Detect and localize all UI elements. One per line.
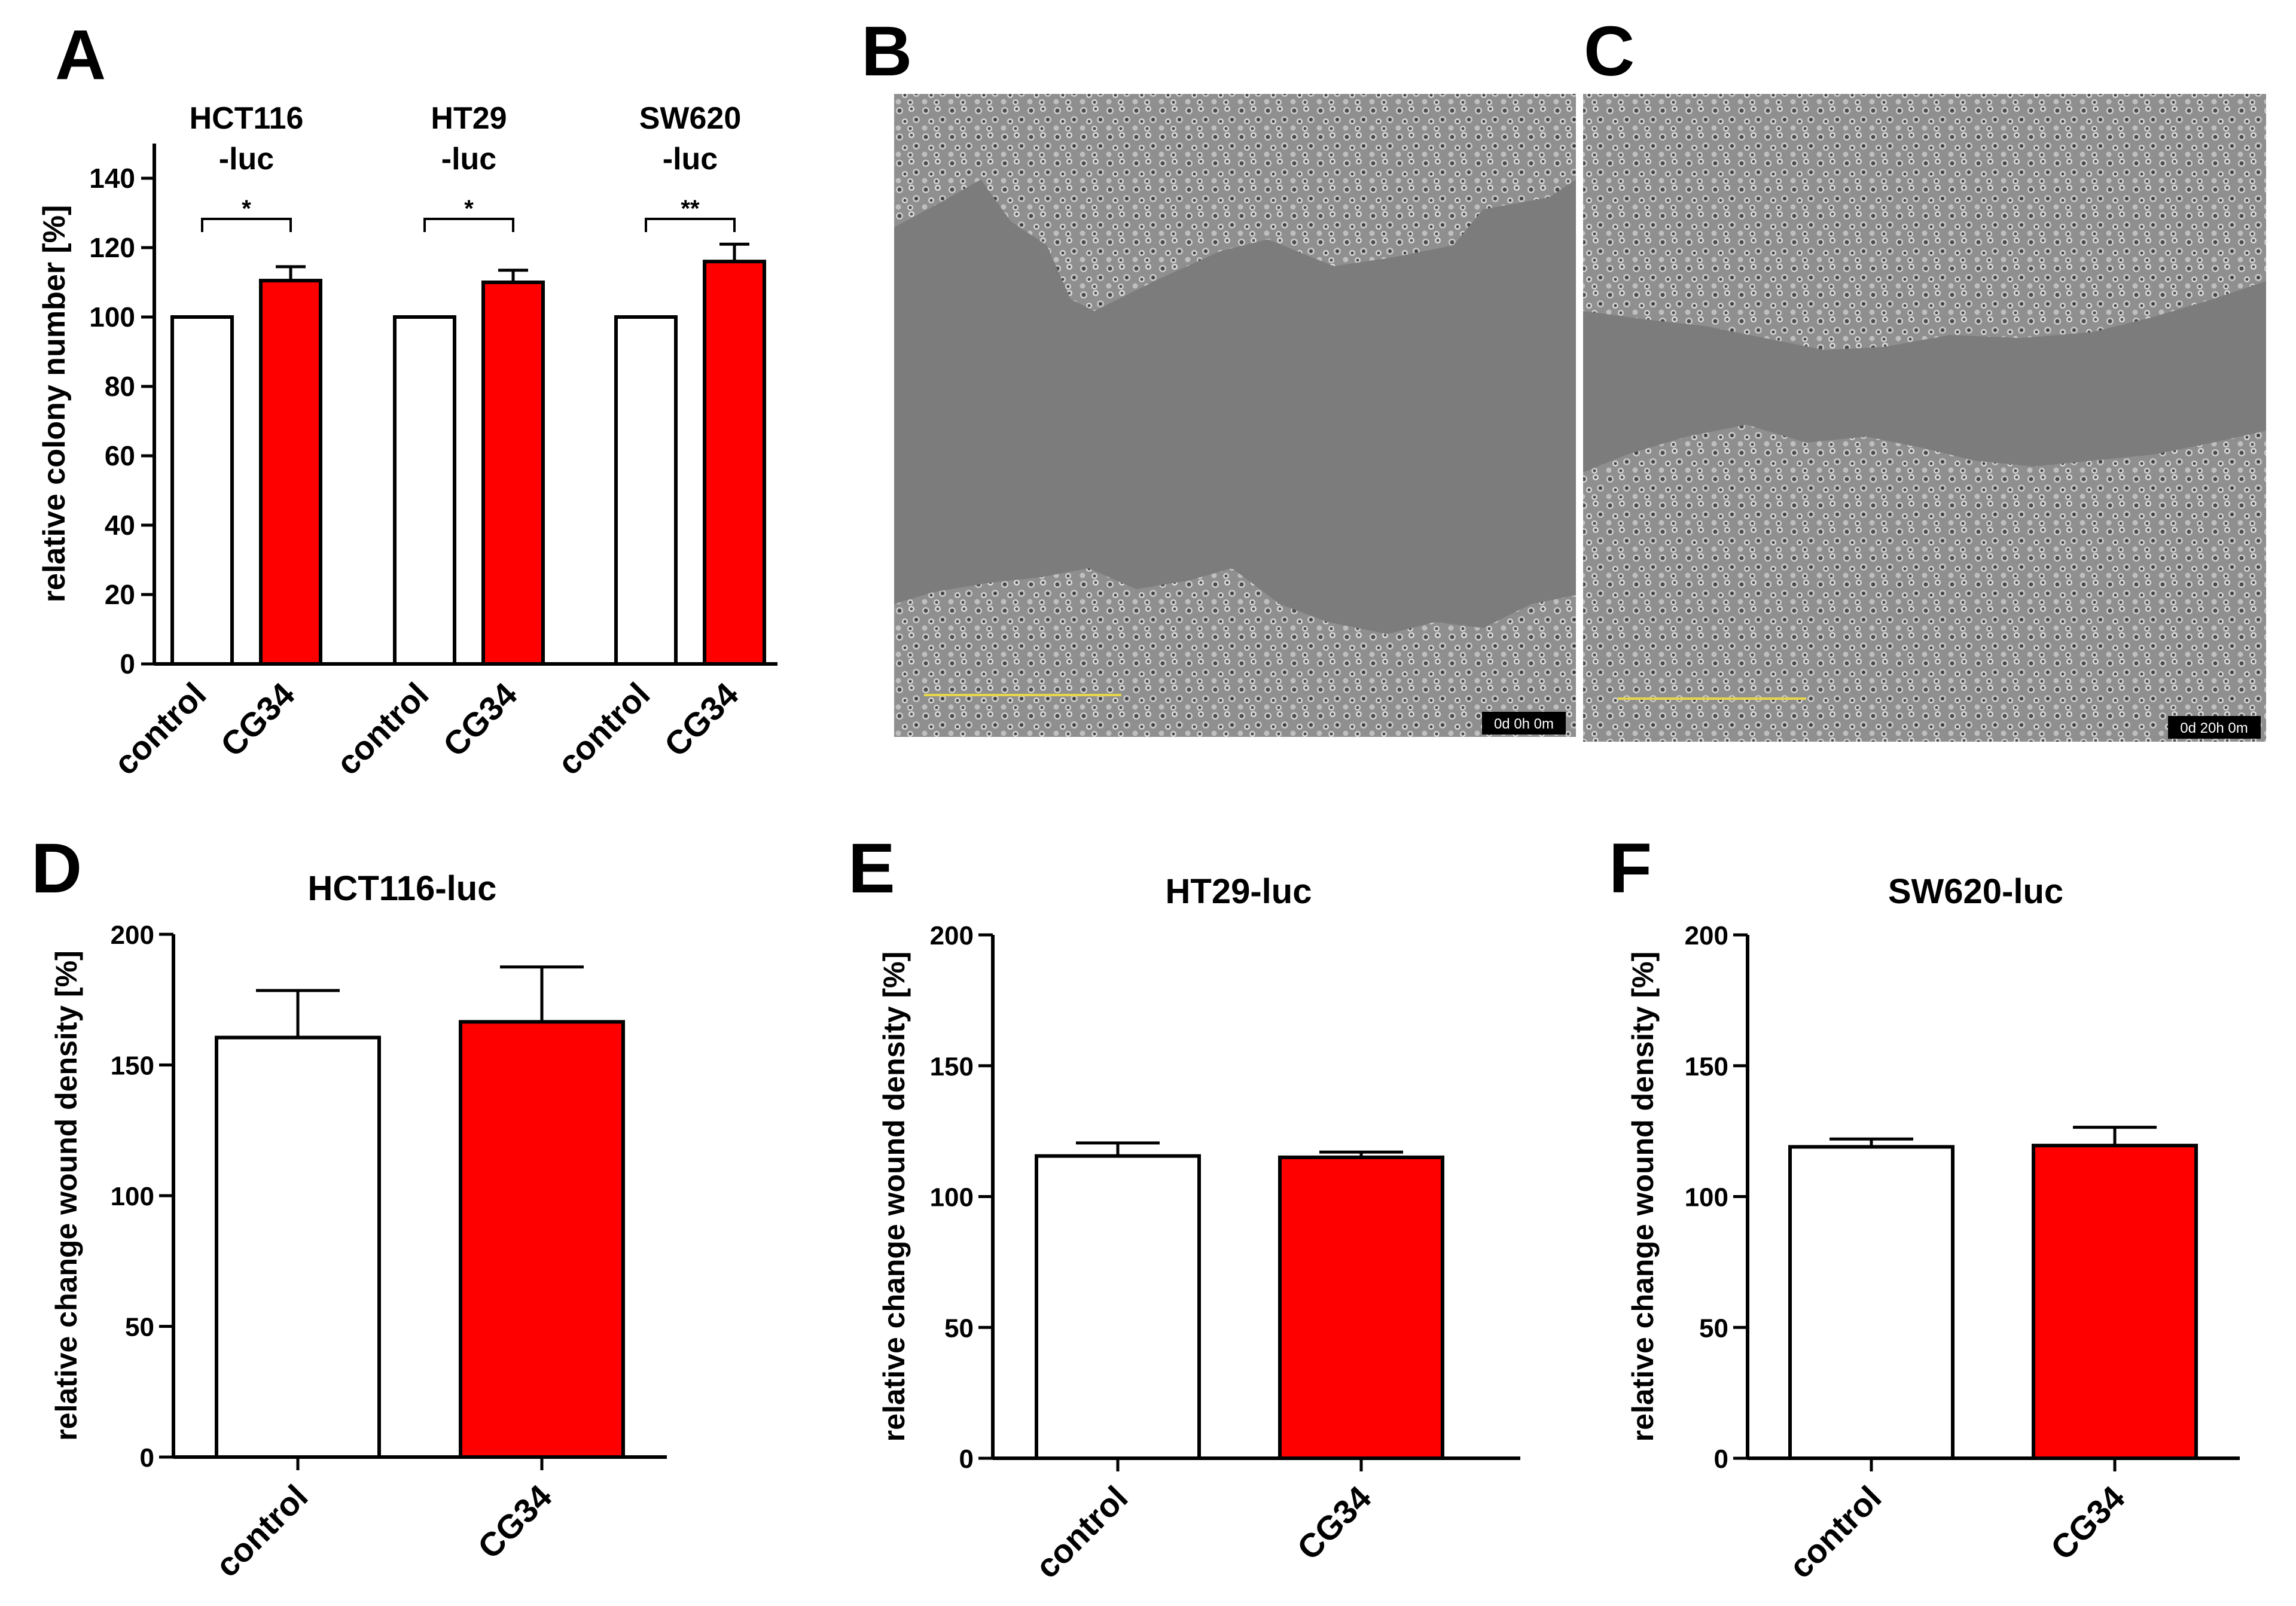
y-axis-label: relative colony number [%]: [37, 205, 72, 603]
panel-d-chart: 0 50 100 150 200 HCT116-luc relative change wo…: [50, 869, 667, 1584]
panel-label-a: A: [55, 16, 106, 95]
y-tick-label: 0: [140, 1443, 154, 1473]
y-tick-label: 200: [1685, 921, 1728, 950]
panel-b-timestamp: 0d 0h 0m: [1494, 716, 1554, 732]
group-title: HT29: [431, 101, 507, 136]
panel-c-micrograph: 0d 20h 0m: [1583, 94, 2266, 742]
y-axis-label: relative change wound density [%]: [1626, 952, 1660, 1442]
bar-control: [170, 315, 234, 666]
x-tick-label: CG34: [435, 675, 524, 764]
bar-cg34: [259, 279, 322, 666]
x-tick-label: control: [208, 1477, 315, 1584]
group-title: HCT116: [190, 101, 304, 136]
bar-control: [393, 315, 456, 666]
y-tick-label: 100: [930, 1183, 974, 1212]
y-tick-label: 80: [105, 371, 135, 402]
group-title: -luc: [219, 142, 274, 176]
x-tick-label: CG34: [657, 675, 745, 764]
significance-marker: **: [681, 196, 700, 222]
bar-cg34: [2032, 1144, 2198, 1460]
bar-cg34: [481, 281, 545, 666]
panel-b-micrograph: 0d 0h 0m: [894, 94, 1576, 737]
y-tick-label: 100: [89, 301, 135, 333]
x-tick-label: CG34: [470, 1477, 559, 1566]
significance-bracket: [423, 218, 514, 232]
x-tick-label: CG34: [1289, 1479, 1378, 1567]
y-tick-label: 150: [1685, 1052, 1728, 1081]
significance-marker: *: [242, 196, 251, 222]
y-tick-label: 0: [959, 1445, 974, 1474]
panel-label-c: C: [1584, 12, 1635, 91]
y-tick-label: 120: [89, 232, 135, 263]
x-tick-label: control: [1782, 1479, 1889, 1586]
significance-bracket: [645, 218, 736, 232]
significance-bracket: [201, 218, 292, 232]
y-tick-label: 200: [111, 921, 154, 950]
y-tick-label: 0: [120, 648, 135, 679]
panel-label-f: F: [1609, 829, 1652, 908]
y-tick-label: 100: [1685, 1183, 1728, 1212]
x-tick-label: control: [329, 675, 436, 782]
panel-label-e: E: [848, 829, 895, 908]
y-tick-label: 50: [1699, 1314, 1728, 1343]
group-title: -luc: [441, 142, 496, 176]
panel-e-chart: 0 50 100 150 200 HT29-luc relative change woun…: [877, 872, 1520, 1586]
bar-control: [614, 315, 678, 666]
y-tick-label: 150: [930, 1052, 974, 1081]
x-tick-label: CG34: [2043, 1479, 2132, 1567]
x-tick-label: CG34: [213, 675, 301, 764]
bar-cg34: [459, 1020, 625, 1459]
y-tick-label: 200: [930, 921, 974, 950]
y-tick-label: 40: [105, 510, 135, 541]
y-tick-label: 140: [89, 163, 135, 194]
bar-control: [215, 1035, 381, 1459]
panel-label-b: B: [861, 12, 912, 91]
panel-c-timestamp: 0d 20h 0m: [2180, 720, 2248, 736]
x-tick-label: control: [106, 675, 214, 782]
chart-title: SW620-luc: [1888, 872, 2063, 911]
significance-marker: *: [464, 196, 474, 222]
y-axis-label: relative change wound density [%]: [50, 950, 83, 1441]
y-tick-label: 150: [111, 1052, 154, 1081]
y-tick-label: 0: [1714, 1445, 1728, 1474]
group-title: SW620: [639, 101, 742, 136]
y-tick-label: 60: [105, 440, 135, 471]
chart-title: HT29-luc: [1166, 872, 1312, 911]
panel-label-d: D: [31, 829, 82, 908]
y-tick-label: 50: [944, 1314, 974, 1343]
y-axis-label: relative change wound density [%]: [877, 952, 911, 1442]
x-tick-label: control: [550, 675, 657, 782]
y-tick-label: 100: [111, 1182, 154, 1211]
bar-control: [1788, 1145, 1955, 1460]
panel-a-colony-chart: 0 20 40 60 80 100 120 140 relative colony number…: [37, 101, 777, 782]
bar-control: [1035, 1154, 1201, 1460]
panel-f-chart: 0 50 100 150 200 SW620-luc relative change wou…: [1626, 872, 2240, 1586]
group-title: -luc: [663, 142, 718, 176]
x-tick-label: control: [1028, 1479, 1135, 1586]
bar-cg34: [703, 260, 766, 666]
y-tick-label: 20: [105, 579, 135, 610]
bar-cg34: [1278, 1155, 1444, 1460]
chart-title: HCT116-luc: [308, 869, 497, 908]
y-tick-label: 50: [125, 1313, 154, 1342]
